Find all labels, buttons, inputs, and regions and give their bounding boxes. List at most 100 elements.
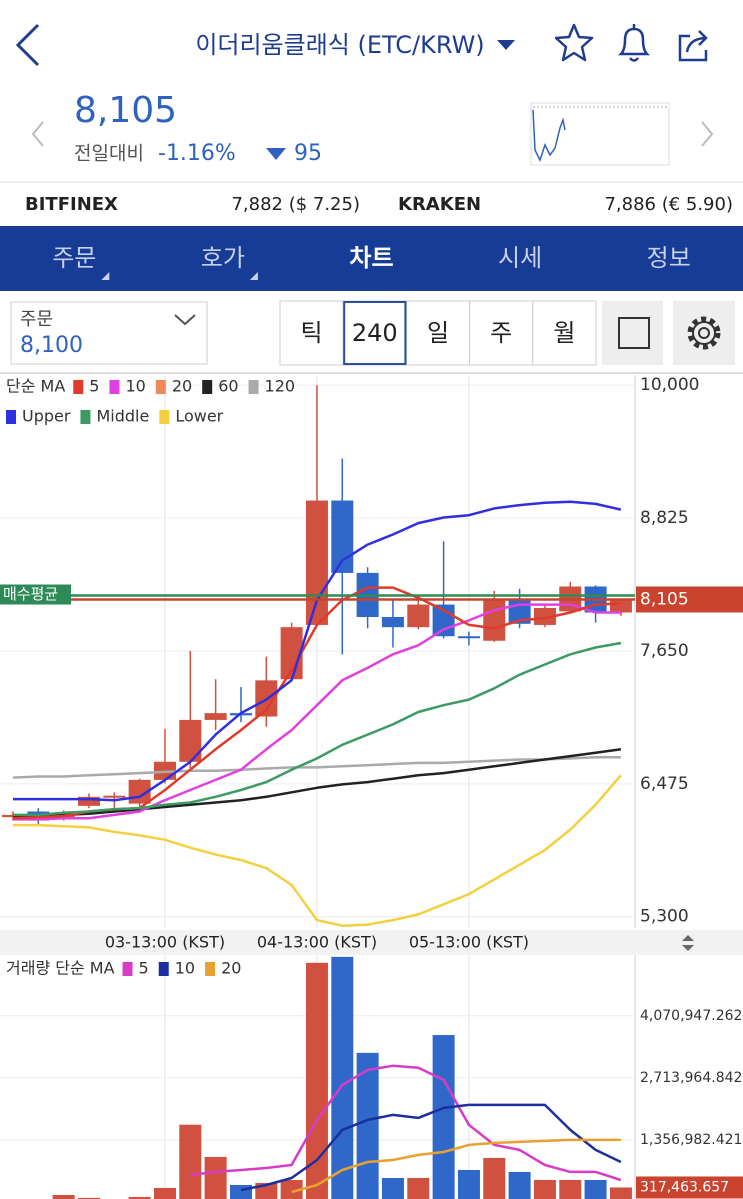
exchange-price: 7,886 (€ 5.90) bbox=[604, 194, 733, 215]
share-button[interactable] bbox=[678, 30, 708, 62]
next-coin[interactable] bbox=[701, 121, 714, 147]
alarm-button[interactable] bbox=[617, 24, 651, 62]
legend-label[interactable]: 20 bbox=[172, 377, 192, 396]
legend-label[interactable]: 5 bbox=[139, 959, 149, 978]
settings-gear bbox=[692, 321, 716, 345]
sparkline-box[interactable] bbox=[530, 102, 670, 166]
ma-line bbox=[12, 755, 621, 779]
interval-button[interactable] bbox=[279, 300, 344, 366]
change-label: 전일대비 bbox=[74, 143, 144, 165]
title-dropdown[interactable] bbox=[497, 40, 515, 50]
volume-bar bbox=[204, 1156, 227, 1199]
page-title[interactable]: 이더리움클래식 (ETC/KRW) bbox=[195, 31, 484, 59]
interval-label[interactable]: 월 bbox=[553, 319, 575, 347]
interval-label[interactable]: 주 bbox=[490, 319, 512, 347]
back-button[interactable] bbox=[15, 23, 40, 67]
tab[interactable]: 정보 bbox=[647, 244, 691, 272]
interval-button[interactable] bbox=[469, 300, 534, 366]
x-tick-label: 03-13:00 (KST) bbox=[105, 933, 225, 952]
tab-menu-indicator bbox=[249, 272, 258, 280]
interval-label[interactable]: 240 bbox=[352, 319, 398, 347]
ma-line bbox=[291, 1138, 621, 1194]
candle-body bbox=[179, 719, 202, 762]
interval-selected bbox=[343, 301, 407, 365]
legend-swatch bbox=[158, 962, 169, 976]
candle-body bbox=[533, 607, 556, 625]
y-tick-label: 6,475 bbox=[640, 774, 689, 794]
volume-bar bbox=[407, 1177, 430, 1199]
tab-menu-indicator bbox=[101, 272, 110, 280]
order-box[interactable] bbox=[10, 301, 208, 365]
ma-line bbox=[190, 1064, 622, 1182]
current-volume-tag bbox=[636, 1176, 743, 1199]
legend-label[interactable]: 10 bbox=[175, 959, 195, 978]
legend-label[interactable]: Middle bbox=[96, 407, 149, 426]
interval-button[interactable] bbox=[532, 300, 597, 366]
volume-bar bbox=[609, 1187, 632, 1199]
drawing-button[interactable] bbox=[602, 301, 663, 365]
current-price-label: 8,105 bbox=[640, 589, 689, 609]
settings-button[interactable] bbox=[673, 301, 735, 365]
tab[interactable]: 시세 bbox=[498, 244, 542, 272]
x-tick-label: 05-13:00 (KST) bbox=[409, 933, 529, 952]
tab[interactable]: 차트 bbox=[349, 244, 393, 272]
legend-label[interactable]: 5 bbox=[89, 377, 99, 396]
legend-swatch bbox=[155, 380, 166, 394]
candle-body bbox=[609, 600, 632, 613]
interval-label[interactable]: 틱 bbox=[301, 319, 323, 347]
volume-bar bbox=[457, 1169, 480, 1199]
current-price: 8,105 bbox=[74, 90, 177, 131]
candle-body bbox=[204, 713, 227, 720]
legend-label[interactable]: 60 bbox=[218, 377, 238, 396]
legend-label[interactable]: 20 bbox=[221, 959, 241, 978]
y-tick-label: 10,000 bbox=[640, 375, 699, 395]
resize-handle[interactable] bbox=[682, 935, 694, 941]
order-value: 8,100 bbox=[20, 333, 83, 358]
exchange-name: BITFINEX bbox=[25, 194, 118, 215]
legend-swatch bbox=[202, 380, 213, 394]
volume-bar bbox=[381, 1177, 404, 1199]
resize-handle[interactable] bbox=[682, 945, 694, 951]
order-dropdown[interactable] bbox=[174, 314, 196, 326]
interval-button[interactable] bbox=[405, 300, 471, 366]
legend-label[interactable]: Upper bbox=[22, 407, 71, 426]
legend-swatch bbox=[248, 380, 259, 394]
candle-body bbox=[331, 500, 354, 573]
volume-bar bbox=[305, 962, 328, 1199]
x-tick-label: 04-13:00 (KST) bbox=[257, 933, 377, 952]
settings-gear bbox=[698, 327, 710, 339]
volume-bar bbox=[52, 1195, 75, 1199]
legend-swatch bbox=[159, 410, 170, 424]
volume-bar bbox=[508, 1171, 531, 1199]
down-triangle bbox=[266, 148, 286, 160]
exchange-name: KRAKEN bbox=[398, 194, 481, 215]
legend-swatch bbox=[122, 962, 133, 976]
tab[interactable]: 주문 bbox=[52, 244, 96, 272]
candle-body bbox=[407, 604, 430, 628]
favorite-button[interactable] bbox=[554, 23, 594, 62]
ma-line bbox=[13, 603, 621, 821]
average-buy-tag bbox=[0, 584, 71, 605]
ma-line bbox=[12, 748, 622, 819]
interval-label[interactable]: 일 bbox=[427, 319, 449, 347]
legend-label[interactable]: Lower bbox=[175, 407, 223, 426]
legend-swatch bbox=[205, 962, 216, 976]
sparkline bbox=[532, 109, 566, 162]
y-tick-label: 5,300 bbox=[640, 907, 689, 927]
exchange-price: 7,882 ($ 7.25) bbox=[231, 194, 360, 215]
volume-bar bbox=[559, 1179, 582, 1199]
settings-gear bbox=[687, 316, 721, 350]
candle-body bbox=[103, 795, 126, 798]
y-tick-label: 2,713,964.842 bbox=[640, 1070, 742, 1086]
tab[interactable]: 호가 bbox=[201, 244, 245, 272]
change-rate: -1.16% bbox=[158, 141, 236, 166]
legend-label[interactable]: 10 bbox=[125, 377, 145, 396]
volume-bar bbox=[584, 1179, 607, 1199]
volume-bar bbox=[128, 1196, 151, 1199]
order-label: 주문 bbox=[20, 309, 53, 330]
tab-bar bbox=[0, 226, 743, 291]
prev-coin[interactable] bbox=[31, 121, 44, 147]
current-volume-label: 317,463.657 bbox=[640, 1179, 729, 1195]
legend-label[interactable]: 120 bbox=[265, 377, 296, 396]
